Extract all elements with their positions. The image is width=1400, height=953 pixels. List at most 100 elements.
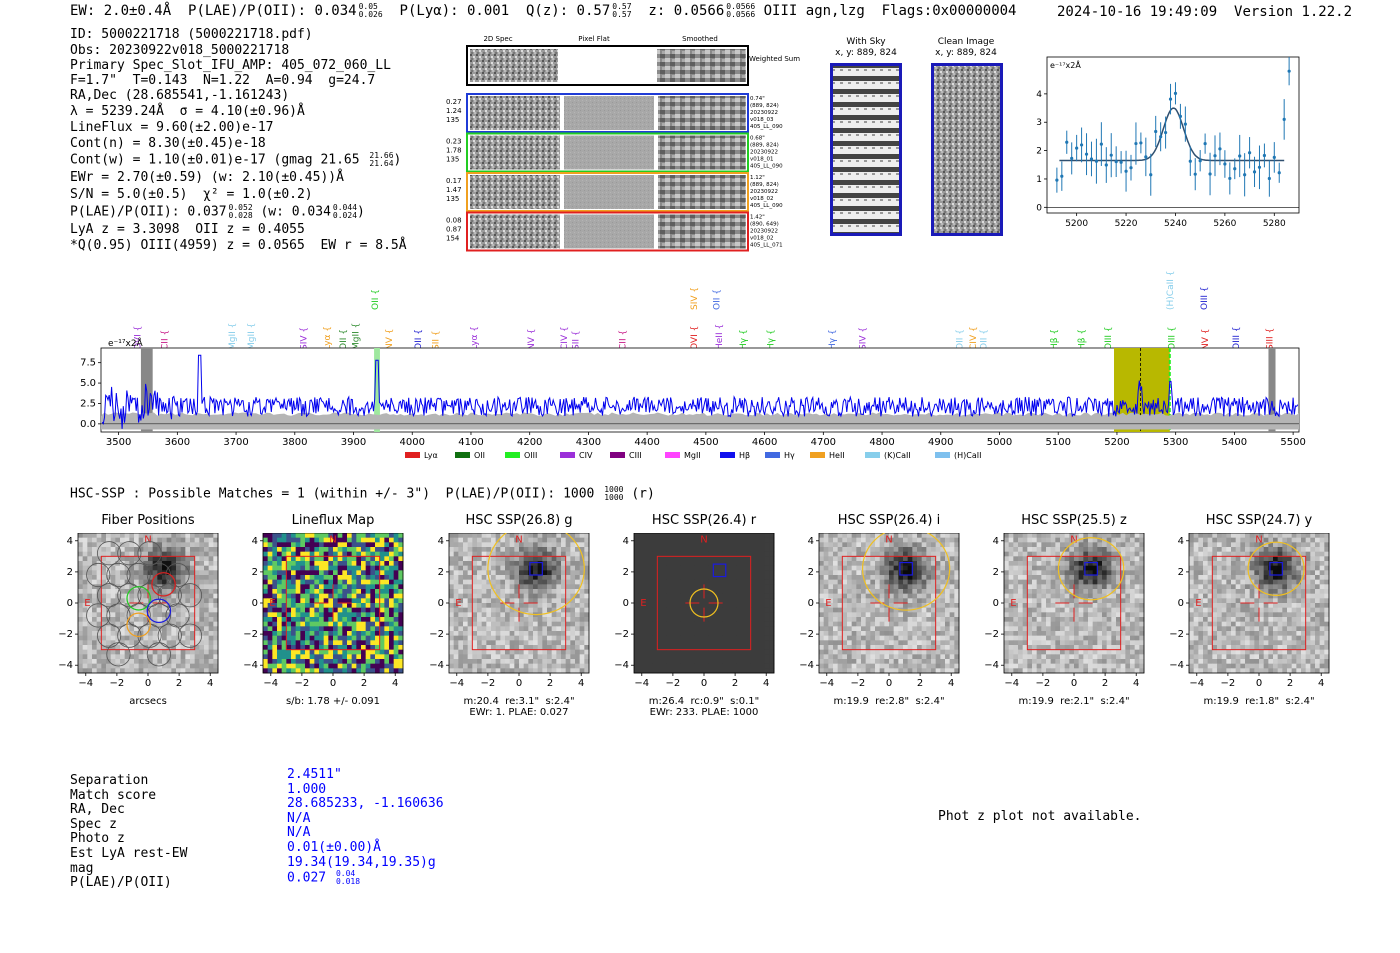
hsc-pixel <box>486 640 492 646</box>
hsc-pixel <box>389 593 395 599</box>
hsc-pixel <box>166 561 172 567</box>
cutout-row-left-stat: 135 <box>446 116 459 124</box>
hsc-pixel <box>190 584 196 590</box>
hsc-pixel <box>949 589 955 595</box>
hsc-pixel <box>463 575 469 581</box>
hsc-pixel <box>837 533 843 539</box>
hsc-pixel <box>277 663 283 669</box>
hsc-pixel <box>907 533 913 539</box>
hsc-pixel <box>704 542 710 548</box>
hsc-pixel <box>750 565 756 571</box>
hsc-pixel <box>384 645 390 651</box>
hsc-pixel <box>760 533 766 539</box>
hsc-pixel <box>281 645 287 651</box>
hsc-pixel <box>851 533 857 539</box>
hsc-pixel <box>87 584 93 590</box>
hsc-pixel <box>472 537 478 543</box>
hsc-pixel <box>741 663 747 669</box>
hsc-pixel <box>495 663 501 669</box>
emission-line-label: OIII { <box>1232 326 1242 350</box>
hsc-pixel <box>519 547 525 553</box>
hsc-pixel <box>828 640 834 646</box>
hsc-pixel <box>319 537 325 543</box>
hsc-pixel <box>870 649 876 655</box>
full-spectrum-plot: OVI {CII {MgII {MgII {SIV {Lyα {OII {MgI… <box>80 271 1306 461</box>
hsc-pixel <box>746 537 752 543</box>
hsc-pixel <box>356 640 362 646</box>
hsc-pixel <box>505 547 511 553</box>
hsc-pixel <box>889 640 895 646</box>
hsc-pixel <box>718 542 724 548</box>
hsc-pixel <box>648 631 654 637</box>
hsc-pixel <box>337 593 343 599</box>
hsc-pixel <box>755 579 761 585</box>
hsc-pixel <box>92 612 98 618</box>
hsc-pixel <box>472 533 478 539</box>
zoom-plot-frame <box>1046 56 1300 214</box>
hsc-summary-lo: 1000 <box>604 493 624 502</box>
hsc-pixel <box>134 645 140 651</box>
hsc-pixel <box>579 631 585 637</box>
hsc-pixel <box>319 654 325 660</box>
hsc-y-tick-label: −4 <box>243 660 258 671</box>
hsc-pixel <box>828 579 834 585</box>
hsc-pixel <box>537 575 543 581</box>
hsc-pixel <box>458 612 464 618</box>
hsc-pixel <box>662 584 668 590</box>
hsc-pixel <box>347 603 353 609</box>
hsc-pixel <box>185 603 191 609</box>
hsc-pixel <box>685 668 691 674</box>
hsc-pixel <box>148 635 154 641</box>
hsc-pixel <box>523 551 529 557</box>
hsc-pixel <box>718 603 724 609</box>
hsc-pixel <box>680 547 686 553</box>
zoom-data-point <box>1144 155 1148 159</box>
hsc-pixel <box>760 631 766 637</box>
hsc-pixel <box>323 533 329 539</box>
hsc-pixel <box>865 603 871 609</box>
hsc-pixel <box>467 603 473 609</box>
hsc-pixel <box>171 645 177 651</box>
legend-label: HeII <box>829 451 845 460</box>
hsc-pixel <box>945 649 951 655</box>
hsc-pixel <box>638 640 644 646</box>
hsc-pixel <box>935 589 941 595</box>
hsc-pixel <box>926 584 932 590</box>
legend-swatch <box>935 452 950 458</box>
hsc-pixel <box>463 570 469 576</box>
hsc-pixel <box>295 626 301 632</box>
hsc-pixel <box>722 668 728 674</box>
hsc-pixel <box>940 547 946 553</box>
hsc-pixel <box>505 631 511 637</box>
hsc-pixel <box>129 556 135 562</box>
hsc-pixel <box>736 556 742 562</box>
hsc-pixel <box>690 575 696 581</box>
hsc-pixel <box>472 593 478 599</box>
hsc-pixel <box>935 575 941 581</box>
hsc-pixel <box>898 551 904 557</box>
hsc-pixel <box>954 537 960 543</box>
hsc-pixel <box>477 645 483 651</box>
hsc-pixel <box>166 654 172 660</box>
hsc-pixel <box>732 640 738 646</box>
hsc-pixel <box>842 635 848 641</box>
hsc-pixel <box>124 589 130 595</box>
hsc-pixel <box>356 626 362 632</box>
hsc-pixel <box>267 593 273 599</box>
hsc-pixel <box>708 617 714 623</box>
hsc-pixel <box>314 635 320 641</box>
hsc-pixel <box>300 668 306 674</box>
hsc-pixel <box>685 589 691 595</box>
hsc-pixel <box>171 579 177 585</box>
hsc-pixel <box>398 565 404 571</box>
hsc-pixel <box>889 603 895 609</box>
hsc-pixel <box>101 631 107 637</box>
hsc-pixel <box>561 663 567 669</box>
hsc-pixel <box>370 579 376 585</box>
hsc-pixel <box>940 561 946 567</box>
hsc-pixel <box>78 659 84 665</box>
hsc-pixel <box>643 561 649 567</box>
hsc-pixel <box>907 565 913 571</box>
hsc-pixel <box>547 612 553 618</box>
hsc-pixel <box>842 537 848 543</box>
